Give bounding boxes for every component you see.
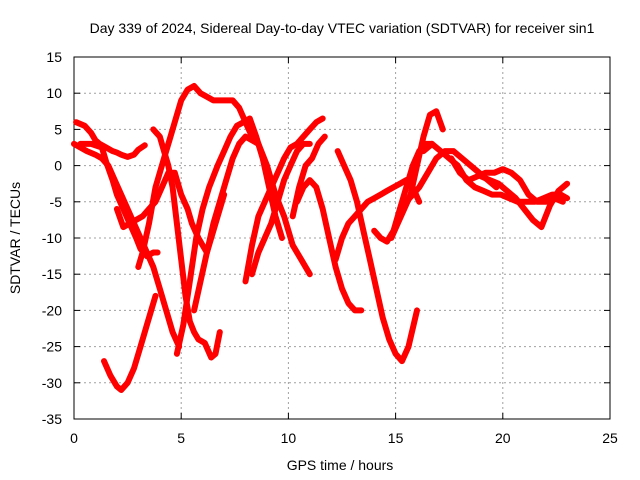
y-tick-label: 15 [46,49,62,65]
x-tick-label: 25 [602,430,618,446]
series-track-6 [135,83,255,270]
series-track-17 [388,108,446,241]
x-axis-label: GPS time / hours [287,457,394,473]
series-track-5 [113,169,228,256]
x-tick-label: 0 [70,430,78,446]
series-track-11 [249,140,313,278]
series-track-21 [448,155,566,205]
series-track-10 [242,115,326,285]
y-tick-label: 0 [54,158,62,174]
y-tick-label: -30 [42,375,62,391]
y-tick-label: -15 [42,266,62,282]
y-tick-label: -10 [42,230,62,246]
data-traces [71,83,571,393]
chart-title: Day 339 of 2024, Sidereal Day-to-day VTE… [90,20,595,36]
series-track-19 [420,140,571,205]
x-tick-label: 10 [281,430,297,446]
y-tick-label: -35 [42,411,62,427]
series-track-2 [71,140,183,350]
y-tick-label: -5 [50,194,63,210]
y-tick-label: 10 [46,85,62,101]
series-track-13 [294,177,365,314]
series-track-9 [191,133,313,314]
series-track-3 [77,140,161,260]
y-axis-label: SDTVAR / TECUs [7,182,23,294]
x-tick-label: 15 [388,430,404,446]
series-track-1 [73,119,148,160]
ticks: 0 5 10 15 20 25 -35 -30 -25 -20 -15 -10 -5 0 5 10 15 [42,49,618,446]
series-track-4 [101,292,159,393]
y-tick-label: -25 [42,339,62,355]
y-tick-label: -20 [42,302,62,318]
series-track-14 [334,148,420,365]
x-tick-label: 5 [177,430,185,446]
x-tick-label: 20 [495,430,511,446]
y-tick-label: 5 [54,121,62,137]
